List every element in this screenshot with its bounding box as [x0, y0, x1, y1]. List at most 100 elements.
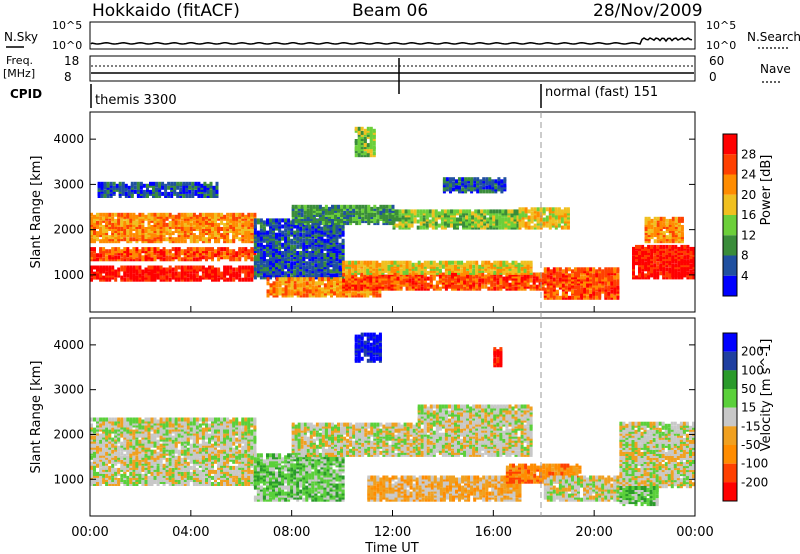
power-cell — [290, 238, 294, 243]
power-cell — [564, 273, 568, 278]
power-cell — [564, 289, 568, 294]
power-cell — [250, 253, 254, 258]
power-cell — [302, 255, 306, 260]
power-cell — [336, 277, 339, 282]
power-cell — [485, 185, 489, 190]
power-cell — [205, 247, 208, 252]
power-cell — [454, 268, 457, 273]
power-cell — [331, 204, 334, 209]
power-cell — [96, 271, 99, 276]
power-cell — [632, 273, 635, 278]
power-cell — [164, 183, 168, 188]
power-cell — [192, 237, 196, 242]
power-cell — [499, 284, 503, 289]
power-cell — [338, 259, 342, 264]
power-cell — [468, 217, 472, 222]
power-cell — [200, 187, 204, 192]
power-cell — [668, 244, 672, 249]
power-cell — [514, 276, 518, 281]
power-cell — [503, 183, 507, 188]
power-cell — [370, 206, 374, 211]
power-cell — [253, 275, 257, 280]
power-cell — [195, 273, 199, 278]
power-cell — [314, 238, 318, 243]
power-cell — [354, 145, 358, 150]
power-cell — [656, 239, 660, 244]
power-cell — [156, 229, 160, 233]
power-cell — [167, 191, 171, 196]
power-cell — [680, 249, 684, 253]
power-cell — [479, 185, 483, 190]
power-cell — [183, 253, 187, 258]
power-cell — [437, 211, 441, 216]
power-cell — [159, 249, 163, 254]
power-cell — [159, 218, 163, 223]
power-cell — [683, 273, 687, 278]
power-cell — [564, 285, 568, 290]
power-cell — [451, 272, 454, 277]
power-cell — [96, 265, 99, 270]
velocity-cell — [108, 453, 112, 458]
power-cell — [205, 267, 208, 272]
power-cell — [229, 229, 233, 233]
power-cell — [480, 221, 484, 226]
power-cell — [448, 262, 451, 267]
power-cell — [583, 277, 587, 282]
power-cell — [481, 268, 485, 273]
power-cell — [589, 267, 593, 272]
power-cell — [399, 260, 403, 265]
power-cell — [262, 244, 266, 249]
power-cell — [442, 185, 446, 190]
velocity-cell — [90, 427, 93, 432]
power-cell — [680, 218, 684, 223]
power-cell — [435, 262, 439, 267]
power-cell — [167, 181, 171, 186]
power-cell — [306, 204, 310, 209]
power-cell — [486, 223, 490, 228]
power-cell — [493, 260, 497, 265]
noise-left-tick-bottom: 10^0 — [52, 39, 82, 52]
power-cell — [369, 268, 373, 273]
power-cell — [229, 277, 233, 282]
power-cell — [425, 209, 429, 214]
power-cell — [266, 238, 269, 243]
power-cell — [293, 269, 297, 274]
power-cell — [111, 253, 115, 258]
power-cell — [90, 253, 93, 258]
power-cell — [275, 261, 278, 266]
power-cell — [340, 206, 344, 211]
power-cell — [541, 272, 545, 277]
power-cell — [226, 253, 230, 258]
power-cell — [337, 219, 340, 224]
power-cell — [472, 268, 476, 273]
power-cell — [583, 295, 587, 300]
power-cell — [435, 268, 439, 273]
power-cell — [419, 225, 423, 230]
power-cell — [223, 255, 227, 260]
power-cell — [302, 265, 306, 270]
power-cell — [329, 226, 333, 231]
power-cell — [604, 273, 608, 278]
power-cell — [543, 267, 547, 272]
power-cell — [366, 276, 370, 281]
velocity-cell — [99, 427, 103, 432]
power-cell — [174, 255, 178, 260]
power-cell — [294, 204, 298, 209]
power-cell — [171, 225, 175, 229]
power-cell — [616, 295, 620, 300]
power-cell — [311, 261, 315, 266]
power-cell — [586, 273, 590, 278]
power-cell — [108, 277, 112, 282]
power-cell — [558, 283, 562, 288]
power-cell — [174, 265, 178, 270]
power-cell — [484, 274, 488, 279]
power-cell — [99, 247, 103, 252]
power-cell — [287, 232, 291, 237]
power-cell — [520, 282, 524, 287]
power-cell — [102, 237, 106, 242]
power-cell — [560, 209, 564, 214]
power-cell — [208, 237, 211, 242]
power-cell — [93, 229, 96, 233]
power-cell — [211, 265, 214, 270]
power-cell — [126, 265, 130, 270]
